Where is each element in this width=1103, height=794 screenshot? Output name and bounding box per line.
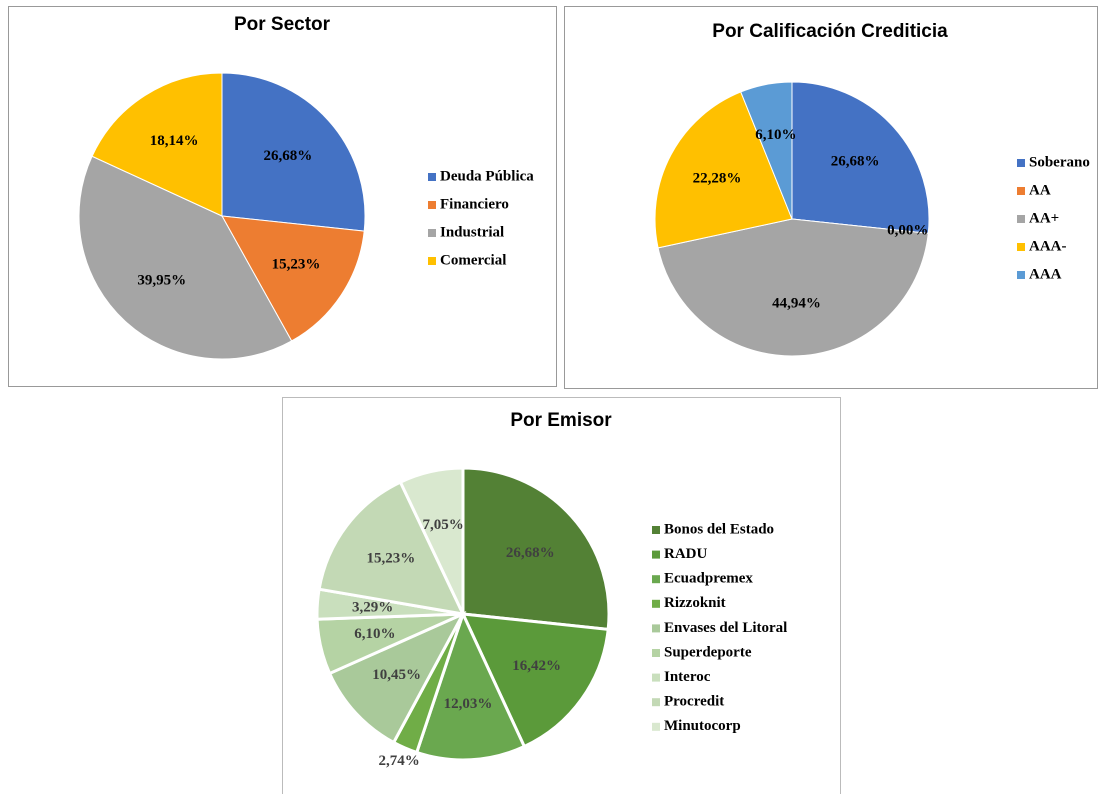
legend-swatch — [1017, 271, 1025, 279]
chart-title: Por Emisor — [510, 410, 612, 431]
pie-slice — [414, 609, 527, 762]
legend-label: Soberano — [1029, 154, 1090, 170]
legend-label: Interoc — [664, 669, 711, 685]
legend-label: Financiero — [440, 196, 509, 212]
legend-label: RADU — [664, 546, 707, 562]
legend-swatch — [1017, 243, 1025, 251]
legend-swatch — [652, 526, 660, 534]
pie-slice — [740, 81, 793, 220]
legend-label: AA+ — [1029, 210, 1059, 226]
legend-swatch — [428, 257, 436, 265]
legend-swatch — [652, 624, 660, 633]
chart-title: Por Calificación Crediticia — [712, 21, 948, 42]
pie-slice — [78, 155, 293, 360]
data-label: 3,29% — [352, 599, 393, 615]
legend-swatch — [1017, 215, 1025, 223]
data-label: 12,03% — [444, 696, 493, 712]
data-label: 0,00% — [887, 223, 928, 239]
data-label: 2,74% — [379, 753, 420, 769]
legend-swatch — [652, 599, 660, 608]
legend-label: Envases del Litoral — [664, 620, 787, 636]
legend-label: AAA — [1029, 266, 1062, 282]
data-label: 44,94% — [772, 295, 821, 311]
legend-label: Ecuadpremex — [664, 571, 753, 587]
legend-swatch — [428, 173, 436, 181]
legend-swatch — [652, 673, 660, 682]
data-label: 15,23% — [272, 256, 321, 272]
legend-label: Minutocorp — [664, 718, 741, 734]
data-label: 7,05% — [422, 517, 463, 533]
legend-swatch — [652, 698, 660, 707]
pie-slice — [460, 612, 610, 749]
data-label: 15,23% — [367, 551, 416, 567]
legend-swatch — [428, 201, 436, 209]
legend-label: Comercial — [440, 252, 506, 268]
pie-slice — [791, 81, 930, 234]
pie-slice — [221, 215, 365, 342]
data-label: 6,10% — [354, 626, 395, 642]
pie-slice — [91, 72, 223, 217]
legend-label: AAA- — [1029, 238, 1067, 254]
chart-title: Por Sector — [234, 14, 331, 35]
legend-swatch — [652, 575, 660, 584]
legend-label: Deuda Pública — [440, 168, 534, 184]
data-label: 26,68% — [264, 148, 313, 164]
pie-slice — [221, 72, 366, 232]
legend-label: Superdeporte — [664, 644, 752, 660]
data-label: 10,45% — [372, 667, 421, 683]
legend-swatch — [1017, 159, 1025, 167]
pie-slice — [657, 218, 929, 357]
legend-label: Rizzoknit — [664, 595, 726, 611]
data-label: 26,68% — [831, 154, 880, 170]
data-label: 18,14% — [150, 133, 199, 149]
data-label: 22,28% — [693, 171, 742, 187]
pie-slice — [398, 466, 465, 615]
data-label: 16,42% — [512, 658, 561, 674]
legend-swatch — [1017, 187, 1025, 195]
legend-label: Bonos del Estado — [664, 521, 774, 537]
data-label: 6,10% — [755, 127, 796, 143]
legend-label: Procredit — [664, 694, 724, 710]
pie-slice — [327, 610, 467, 745]
legend-label: AA — [1029, 182, 1051, 198]
data-label: 26,68% — [506, 545, 555, 561]
data-label: 39,95% — [137, 273, 186, 289]
pie-slice — [461, 466, 611, 632]
legend-swatch — [652, 649, 660, 657]
legend-swatch — [652, 722, 660, 731]
pie-slice — [654, 91, 793, 249]
legend-swatch — [652, 550, 660, 559]
legend-label: Industrial — [440, 224, 504, 240]
legend-swatch — [428, 229, 436, 237]
pie-slice — [317, 480, 466, 616]
